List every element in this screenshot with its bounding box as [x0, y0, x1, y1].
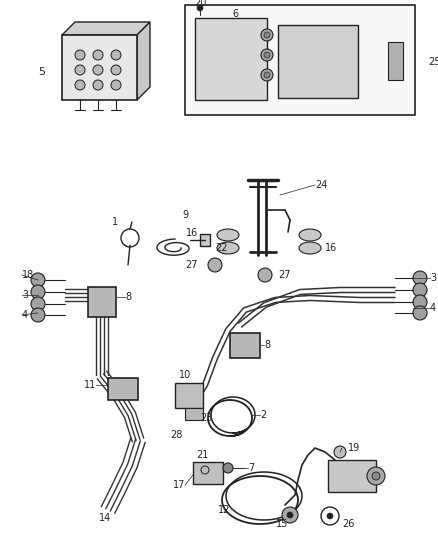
Text: 14: 14	[99, 513, 111, 523]
Circle shape	[75, 65, 85, 75]
Circle shape	[31, 285, 45, 299]
Polygon shape	[137, 22, 150, 100]
Text: 7: 7	[248, 463, 254, 473]
Bar	[328, 460, 376, 492]
Text: 21: 21	[196, 450, 208, 460]
Text: 5: 5	[39, 67, 46, 77]
Circle shape	[111, 65, 121, 75]
Text: 27: 27	[278, 270, 290, 280]
Text: 18: 18	[22, 270, 34, 280]
Text: 19: 19	[348, 443, 360, 453]
Text: 12: 12	[218, 505, 230, 515]
Ellipse shape	[299, 242, 321, 254]
Bar	[230, 333, 260, 358]
Bar	[88, 287, 116, 317]
Text: 24: 24	[315, 180, 327, 190]
Circle shape	[261, 29, 273, 41]
Text: 15: 15	[276, 519, 288, 529]
Circle shape	[111, 80, 121, 90]
Circle shape	[75, 80, 85, 90]
Circle shape	[31, 273, 45, 287]
Ellipse shape	[299, 229, 321, 241]
Bar	[175, 383, 203, 408]
Circle shape	[264, 72, 270, 78]
Bar	[185, 408, 203, 420]
Text: 28: 28	[171, 430, 183, 440]
Circle shape	[93, 80, 103, 90]
Circle shape	[327, 513, 333, 519]
Bar	[62, 35, 137, 100]
Text: 4: 4	[22, 310, 28, 320]
Ellipse shape	[361, 25, 389, 98]
Text: 10: 10	[179, 370, 191, 380]
Text: 3: 3	[22, 290, 28, 300]
Circle shape	[261, 49, 273, 61]
Text: 8: 8	[125, 292, 131, 302]
Text: 1: 1	[112, 217, 118, 227]
Text: 6: 6	[232, 9, 238, 19]
Text: 22: 22	[215, 243, 227, 253]
Circle shape	[31, 297, 45, 311]
Bar	[108, 378, 138, 400]
Bar	[278, 25, 358, 98]
Circle shape	[31, 308, 45, 322]
Text: 26: 26	[342, 519, 354, 529]
Circle shape	[287, 512, 293, 518]
Text: 20: 20	[194, 0, 206, 8]
Circle shape	[264, 32, 270, 38]
Bar	[388, 42, 403, 80]
Circle shape	[282, 507, 298, 523]
Text: 3: 3	[430, 273, 436, 283]
Text: 27: 27	[186, 260, 198, 270]
Text: 4: 4	[430, 303, 436, 313]
Polygon shape	[200, 234, 210, 246]
Circle shape	[111, 50, 121, 60]
Circle shape	[334, 446, 346, 458]
Circle shape	[413, 271, 427, 285]
Circle shape	[367, 467, 385, 485]
Circle shape	[258, 268, 272, 282]
Circle shape	[93, 65, 103, 75]
Circle shape	[75, 50, 85, 60]
Text: 2: 2	[260, 410, 266, 420]
Ellipse shape	[365, 31, 385, 91]
Text: 17: 17	[173, 480, 185, 490]
Circle shape	[93, 50, 103, 60]
Text: 9: 9	[182, 210, 188, 220]
Polygon shape	[62, 22, 150, 35]
Bar	[193, 462, 223, 484]
Text: 25: 25	[428, 57, 438, 67]
Circle shape	[372, 472, 380, 480]
Circle shape	[413, 306, 427, 320]
Bar	[185, 5, 415, 115]
Text: 11: 11	[84, 380, 96, 390]
Polygon shape	[195, 8, 280, 18]
Circle shape	[264, 52, 270, 58]
Ellipse shape	[217, 242, 239, 254]
Text: 23: 23	[200, 413, 212, 423]
Text: 16: 16	[186, 228, 198, 238]
Circle shape	[261, 69, 273, 81]
Text: 16: 16	[325, 243, 337, 253]
Circle shape	[208, 258, 222, 272]
Text: 8: 8	[264, 340, 270, 350]
Polygon shape	[267, 8, 280, 100]
Ellipse shape	[217, 229, 239, 241]
Circle shape	[197, 5, 203, 11]
Circle shape	[413, 283, 427, 297]
Bar	[195, 18, 267, 100]
Circle shape	[413, 295, 427, 309]
Circle shape	[223, 463, 233, 473]
